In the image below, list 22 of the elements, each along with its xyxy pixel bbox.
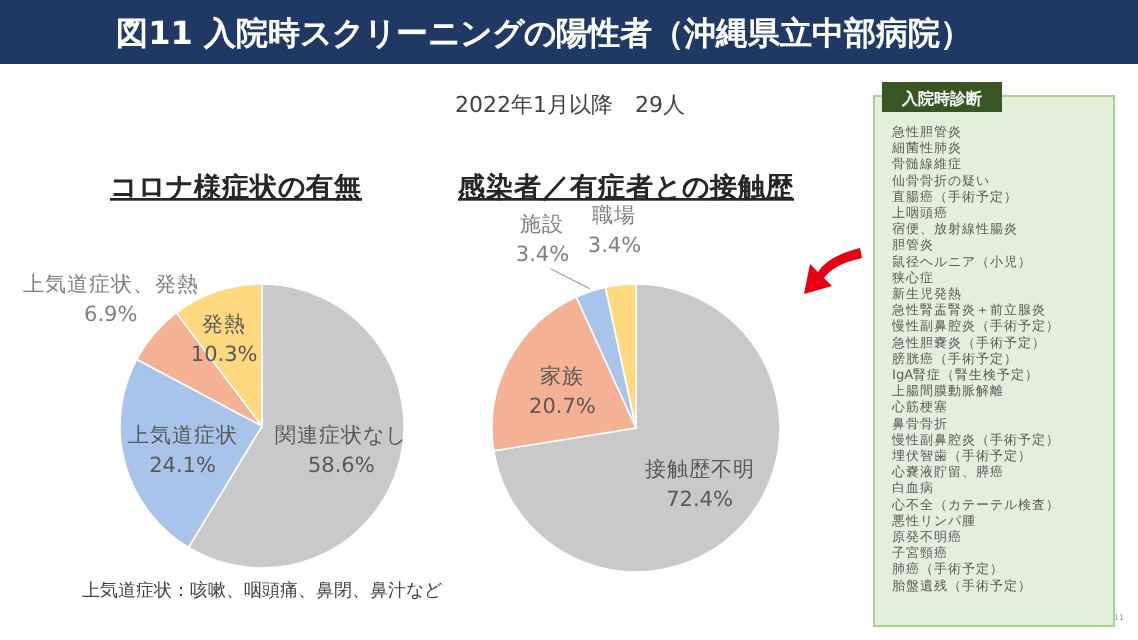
slice-label: 関連症状なし [275,422,408,449]
chart-title: コロナ様症状の有無 [110,170,362,204]
slice-label: 職場 [592,201,637,228]
chart-title: 感染者／有症者との接触歴 [456,170,796,204]
slice-label: 接触歴不明 [644,456,755,483]
text: 上気道症状：咳嗽、咽頭痛、鼻閉、鼻汁など [82,580,442,602]
text: 2022年1月以降 29人 [455,92,685,118]
slice-label: 家族 [540,362,585,389]
slice-label: 上気道症状 [127,421,238,448]
text: 入院時診断 [900,90,982,108]
text: 図11 入院時スクリーニングの陽性者（沖縄県立中部病院） [116,14,972,52]
slice-label: 上気道症状、発熱 [22,271,199,298]
slice-label: 施設 [520,210,565,237]
data-label: 58.6% [307,454,375,479]
data-label: 6.9% [84,303,138,328]
data-label: 20.7% [529,394,596,419]
data-label: 3.4% [587,233,642,258]
data-label: 24.1% [149,453,216,478]
data-label: 3.4% [515,242,570,267]
data-label: 72.4% [666,488,733,513]
slice-label: 発熱 [202,311,247,338]
pie-slice [493,283,781,573]
